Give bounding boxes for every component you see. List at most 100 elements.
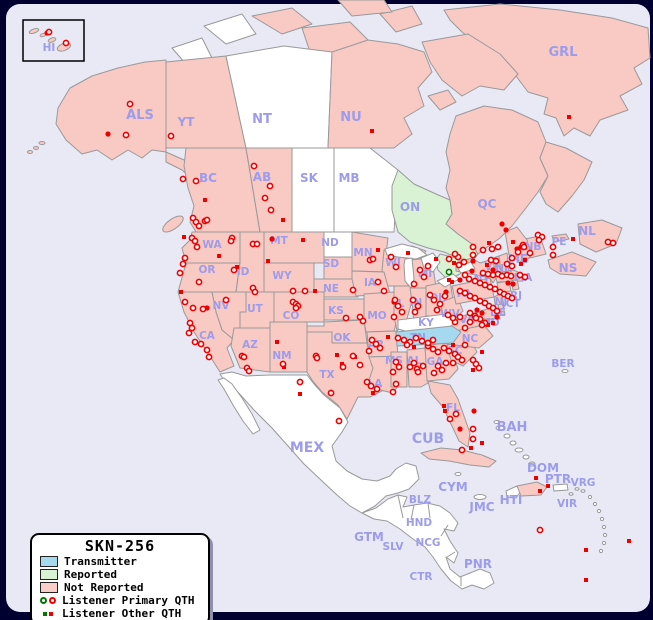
listener-primary-qth-marker (292, 304, 300, 312)
listener-primary-qth-marker (465, 275, 473, 283)
listener-primary-qth-marker (455, 261, 463, 269)
listener-other-qth-marker (442, 404, 446, 408)
listener-primary-qth-marker (176, 269, 184, 277)
label-CYM: CYM (438, 480, 467, 494)
listener-other-qth-marker (486, 323, 490, 327)
listener-primary-qth-marker (412, 334, 420, 342)
region-arizona (230, 327, 271, 373)
legend-title: SKN-256 (84, 537, 156, 555)
listener-primary-qth-marker (205, 353, 213, 361)
listener-primary-qth-marker (458, 446, 466, 454)
border-line-0 (397, 494, 404, 519)
listener-primary-qth-marker (126, 100, 134, 108)
label-PTR: PTR (545, 472, 571, 486)
listener-other-qth-marker (370, 129, 374, 133)
listener-primary-qth-marker (195, 222, 203, 230)
listener-primary-qth-marker (301, 287, 309, 295)
region-new-mexico (269, 321, 308, 373)
listener-primary-qth-marker (342, 314, 350, 322)
listener-primary-qth-marker (445, 347, 453, 355)
listener-primary-qth-marker (456, 313, 464, 321)
listener-primary-qth-marker (349, 352, 357, 360)
label-WY: WY (272, 270, 292, 282)
region-arctic-island-4 (337, 0, 393, 17)
region-antilles-2 (592, 501, 598, 507)
listener-marker-dot (105, 131, 111, 137)
listener-primary-qth-marker (279, 360, 287, 368)
border-line-3 (440, 524, 449, 537)
region-arctic-island-5 (203, 13, 257, 45)
listener-primary-qth-marker (189, 304, 197, 312)
listener-other-qth-marker (298, 392, 302, 396)
listener-primary-qth-marker (392, 358, 400, 366)
listener-marker-dot (470, 258, 476, 264)
listener-primary-qth-marker (251, 288, 259, 296)
listener-primary-qth-marker (461, 271, 469, 279)
listener-primary-qth-marker (418, 337, 426, 345)
listener-primary-qth-marker (356, 361, 364, 369)
listener-other-qth-marker (281, 218, 285, 222)
listener-primary-qth-marker (441, 292, 449, 300)
region-mexico (219, 371, 420, 514)
listener-primary-qth-marker (451, 250, 459, 258)
listener-primary-qth-marker (191, 237, 199, 245)
listener-primary-qth-marker (458, 356, 466, 364)
label-HTI: HTI (500, 493, 523, 507)
listener-primary-qth-marker (434, 348, 442, 356)
label-BER: BER (551, 358, 574, 370)
region-puerto-rico (552, 483, 569, 492)
listener-primary-qth-marker (416, 266, 424, 274)
listener-other-qth-marker (584, 578, 588, 582)
listener-primary-qth-marker (410, 280, 418, 288)
listener-primary-qth-marker (494, 243, 502, 251)
listener-primary-qth-marker (449, 314, 457, 322)
region-antilles-3 (596, 508, 602, 514)
listener-primary-qth-marker (335, 417, 343, 425)
listener-marker-dot (505, 280, 511, 286)
listener-other-qth-marker (217, 254, 221, 258)
listener-other-qth-marker (567, 115, 571, 119)
listener-primary-qth-marker (536, 526, 544, 534)
listener-markers (44, 28, 631, 582)
border-line-4 (446, 551, 456, 558)
primary-qth-label: Listener Primary QTH (62, 594, 195, 607)
region-antilles-5 (601, 524, 607, 530)
listener-primary-qth-marker (410, 359, 418, 367)
listener-primary-qth-marker (197, 340, 205, 348)
label-VRG: VRG (571, 477, 596, 489)
listener-primary-qth-marker (195, 278, 203, 286)
label-MB: MB (338, 171, 359, 185)
listener-marker-dot (457, 277, 463, 283)
listener-primary-qth-marker (609, 239, 617, 247)
listener-marker-dot (471, 408, 477, 414)
listener-other-qth-marker (471, 368, 475, 372)
region-southampton-island (427, 89, 457, 111)
region-aleutian-3 (27, 150, 33, 154)
listener-primary-qth-marker (363, 378, 371, 386)
listener-marker-dot (494, 314, 500, 320)
listener-primary-qth-marker (392, 263, 400, 271)
legend-row-primary-qth: Listener Primary QTH (32, 594, 208, 607)
listener-primary-qth-marker (469, 243, 477, 251)
label-WA: WA (202, 239, 222, 251)
listener-primary-qth-marker (409, 296, 417, 304)
listener-primary-qth-marker (261, 194, 269, 202)
reported-swatch (40, 569, 58, 580)
listener-other-qth-marker (627, 539, 631, 543)
listener-primary-qth-marker (327, 389, 335, 397)
transmitter-label: Transmitter (64, 555, 137, 568)
label-TX: TX (319, 369, 334, 381)
listener-primary-qth-marker (390, 313, 398, 321)
label-NCG: NCG (415, 537, 440, 549)
listener-primary-qth-marker (461, 341, 469, 349)
listener-primary-qth-marker (313, 354, 321, 362)
listener-primary-qth-marker (373, 385, 381, 393)
listener-primary-qth-marker (426, 291, 434, 299)
legend-row-reported: Reported (32, 568, 208, 581)
listener-primary-qth-marker (429, 345, 437, 353)
listener-other-qth-marker (469, 446, 473, 450)
listener-other-qth-marker (519, 262, 523, 266)
region-haiti (505, 485, 522, 499)
region-bahamas-4 (509, 440, 517, 446)
region-hawaii-island-1 (28, 27, 40, 35)
